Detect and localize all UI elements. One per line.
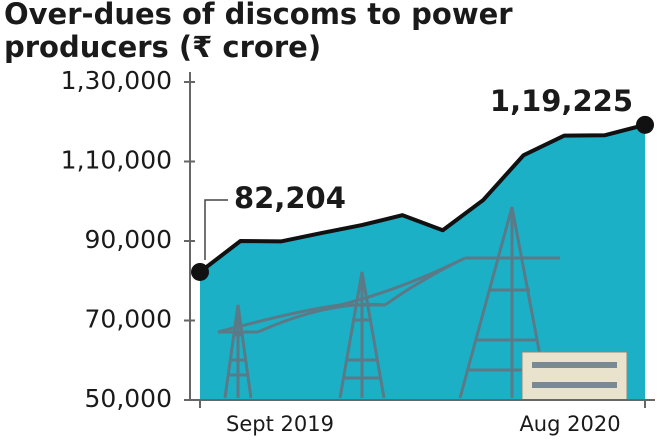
x-tick-label: Aug 2020: [519, 412, 620, 436]
y-tick-label: 70,000: [85, 305, 172, 334]
line: [198, 122, 646, 274]
point: [191, 262, 209, 281]
y-tick-label: 50,000: [85, 384, 172, 413]
leader: [204, 199, 228, 260]
chart-title: Over-dues of discoms to power producers …: [4, 0, 513, 64]
y-tick-label: 90,000: [85, 225, 172, 254]
point: [636, 115, 654, 134]
y-tick-label: 1,10,000: [61, 146, 172, 175]
area: [200, 124, 645, 400]
x-tick-label: Sept 2019: [226, 412, 334, 436]
value-label: 82,204: [234, 181, 346, 215]
tower-illustration: [217, 206, 628, 401]
value-label: 1,19,225: [490, 84, 633, 118]
y-tick-label: 1,30,000: [61, 66, 172, 95]
